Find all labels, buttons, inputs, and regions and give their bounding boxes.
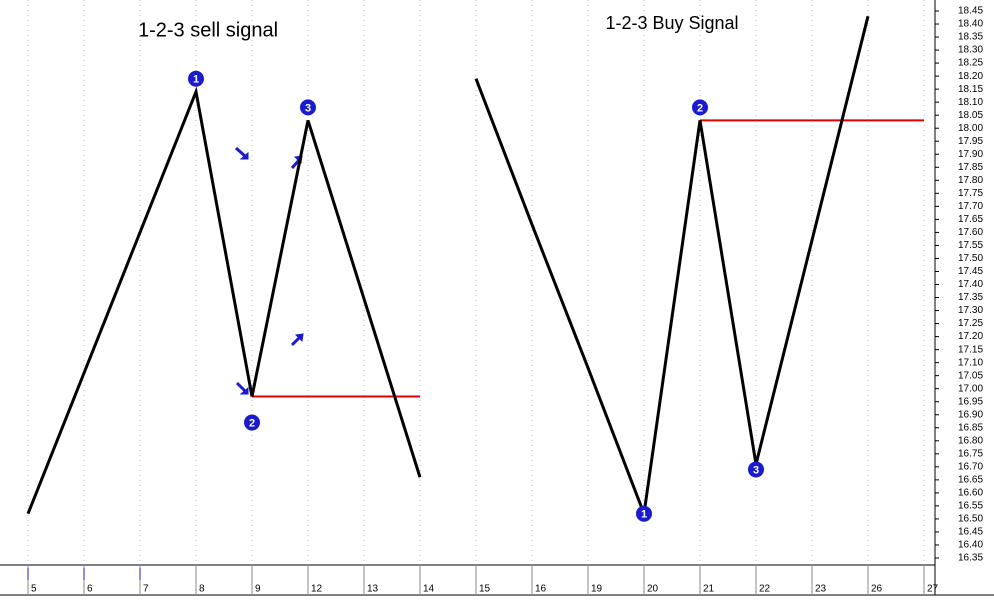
y-tick-label: 17.10 [958,357,983,368]
y-tick-label: 16.80 [958,435,983,446]
point-label: 2 [697,102,703,114]
arrow-head [239,151,249,160]
y-tick-label: 16.45 [958,527,983,538]
y-tick-label: 16.40 [958,540,983,551]
y-tick-label: 16.55 [958,501,983,512]
x-tick-label: 6 [87,584,93,595]
y-tick-label: 18.45 [958,6,983,17]
title-buy: 1-2-3 Buy Signal [605,13,738,33]
y-tick-label: 16.50 [958,514,983,525]
point-label: 2 [249,417,255,429]
x-tick-label: 8 [199,584,205,595]
arrow-head [239,386,249,395]
x-tick-label: 12 [311,584,323,595]
y-tick-label: 17.40 [958,279,983,290]
arrow [235,381,247,393]
y-tick-label: 18.20 [958,71,983,82]
y-tick-label: 18.30 [958,45,983,56]
x-tick-label: 20 [647,584,659,595]
point-marker [748,461,764,478]
point-marker [244,414,260,431]
y-tick-label: 17.00 [958,383,983,394]
y-tick-label: 16.65 [958,474,983,485]
y-tick-label: 17.20 [958,331,983,342]
y-tick-label: 16.85 [958,422,983,433]
y-tick-label: 16.60 [958,488,983,499]
y-tick-label: 16.75 [958,448,983,459]
series-line [26,86,422,515]
y-tick-label: 17.55 [958,240,983,251]
y-tick-label: 17.05 [958,370,983,381]
x-tick-label: 15 [479,584,491,595]
x-tick-label: 26 [871,584,883,595]
x-tick-label: 16 [535,584,547,595]
y-tick-label: 17.60 [958,227,983,238]
y-tick-label: 17.15 [958,344,983,355]
arrow-head [294,333,304,343]
series-line [474,15,870,520]
y-tick-label: 17.85 [958,162,983,173]
y-tick-label: 17.30 [958,305,983,316]
x-tick-label: 5 [31,584,37,595]
x-tick-label: 14 [423,584,435,595]
arrows [234,146,304,395]
y-tick-label: 17.90 [958,149,983,160]
point-marker [692,99,708,116]
point-label: 3 [753,464,759,476]
point-label: 3 [305,102,311,114]
y-tick-label: 18.15 [958,84,983,95]
title-sell: 1-2-3 sell signal [138,19,278,41]
y-tick-label: 17.70 [958,201,983,212]
y-tick-label: 16.35 [958,553,983,564]
y-tick-label: 17.95 [958,136,983,147]
y-tick-label: 18.05 [958,110,983,121]
y-tick-label: 18.10 [958,97,983,108]
x-tick-label: 23 [815,584,827,595]
y-tick-label: 17.65 [958,214,983,225]
y-tick-label: 18.35 [958,32,983,43]
y-tick-label: 17.50 [958,253,983,264]
point-marker [300,99,316,116]
x-tick-label: 13 [367,584,379,595]
x-tick-label: 27 [927,584,939,595]
point-label: 1 [641,509,647,521]
x-tick-label: 19 [591,584,603,595]
y-tick-label: 17.25 [958,318,983,329]
y-tick-label: 17.80 [958,175,983,186]
point-marker [188,70,204,87]
y-tick-label: 17.45 [958,266,983,277]
x-tick-label: 9 [255,584,261,595]
x-tick-label: 7 [143,584,149,595]
x-tick-label: 22 [759,584,771,595]
x-tick-label: 21 [703,584,715,595]
y-tick-label: 16.95 [958,396,983,407]
y-tick-label: 16.90 [958,409,983,420]
point-label: 1 [193,74,199,86]
point-marker [636,505,652,522]
y-tick-label: 18.25 [958,58,983,69]
y-tick-label: 18.00 [958,123,983,134]
y-tick-label: 17.35 [958,292,983,303]
y-tick-label: 16.70 [958,461,983,472]
y-tick-label: 18.40 [958,19,983,30]
y-tick-label: 17.75 [958,188,983,199]
